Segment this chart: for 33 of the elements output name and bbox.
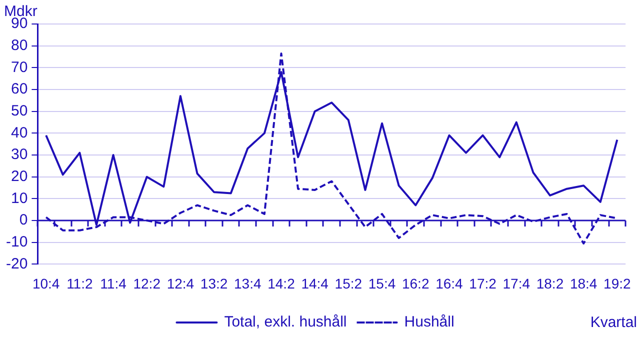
- y-tick-label: -20: [6, 255, 28, 272]
- y-tick-label: 80: [10, 36, 28, 54]
- x-tick-label: 16:2: [402, 275, 430, 292]
- x-tick-label: 12:2: [133, 275, 161, 292]
- x-tick-label: 11:2: [66, 275, 93, 292]
- x-tick-label: 17:4: [502, 275, 530, 292]
- x-tick-label: 16:4: [436, 275, 464, 292]
- x-tick-label: 14:2: [268, 275, 296, 292]
- x-tick-label: 15:2: [334, 275, 362, 292]
- x-tick-label: 17:2: [469, 275, 497, 292]
- y-tick-label: 40: [10, 124, 28, 142]
- y-tick-label: 20: [10, 168, 28, 185]
- x-tick-label: 11:4: [100, 275, 127, 292]
- y-tick-label: 0: [19, 212, 28, 229]
- y-tick-label: -10: [6, 234, 28, 251]
- x-tick-label: 14:4: [301, 275, 329, 292]
- x-tick-label: 18:4: [570, 275, 598, 292]
- x-tick-label: 15:4: [368, 275, 396, 292]
- x-tick-label: 18:2: [536, 275, 564, 292]
- legend-label: Total, exkl. hushåll: [224, 314, 347, 331]
- x-tick-label: 19:2: [604, 275, 632, 292]
- y-tick-label: 70: [10, 58, 28, 76]
- y-tick-label: 50: [10, 102, 28, 120]
- y-tick-label: 90: [10, 15, 28, 32]
- x-tick-label: 12:4: [166, 275, 194, 292]
- y-tick-label: 30: [10, 146, 28, 164]
- x-tick-label: 10:4: [32, 275, 60, 292]
- x-tick-label: 13:4: [234, 275, 262, 292]
- y-tick-label: 60: [10, 80, 28, 98]
- x-tick-label: 13:2: [200, 275, 228, 292]
- x-axis-title: Kvartal: [590, 314, 637, 331]
- y-tick-label: 10: [10, 190, 28, 207]
- legend-label: Hushåll: [404, 314, 454, 331]
